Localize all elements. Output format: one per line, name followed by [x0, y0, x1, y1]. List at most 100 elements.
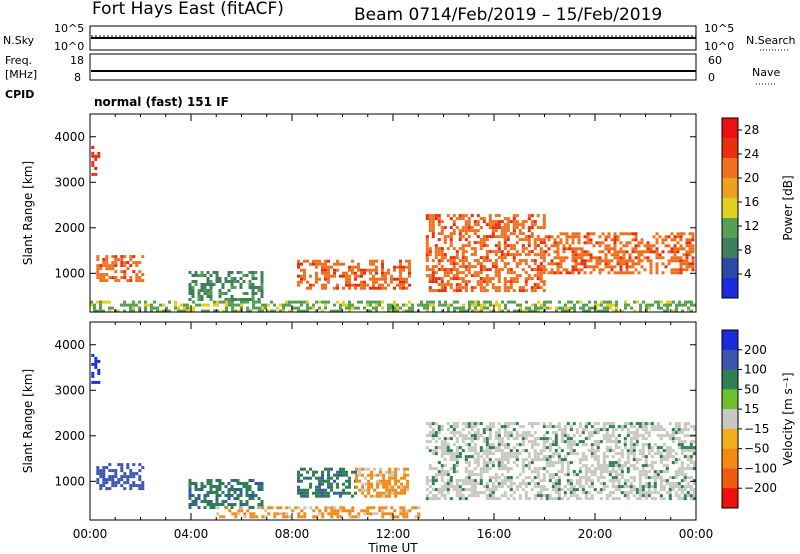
echo-cell	[501, 464, 504, 467]
echo-cell	[531, 277, 534, 280]
echo-cell	[516, 262, 519, 265]
echo-cell	[630, 488, 633, 491]
echo-cell	[486, 464, 489, 467]
echo-cell	[369, 304, 372, 307]
echo-cell	[94, 357, 97, 360]
echo-cell	[648, 446, 651, 449]
echo-cell	[402, 304, 405, 307]
echo-cell	[219, 494, 222, 497]
echo-cell	[639, 485, 642, 488]
echo-cell	[315, 492, 318, 495]
echo-cell	[306, 281, 309, 284]
echo-cell	[681, 449, 684, 452]
echo-cell	[189, 289, 192, 292]
echo-cell	[102, 276, 105, 279]
echo-cell	[501, 473, 504, 476]
echo-cell	[432, 214, 435, 217]
echo-cell	[489, 304, 492, 307]
echo-cell	[450, 455, 453, 458]
echo-cell	[660, 470, 663, 473]
echo-cell	[507, 289, 510, 292]
echo-cell	[108, 478, 111, 481]
echo-cell	[675, 458, 678, 461]
echo-cell	[510, 277, 513, 280]
echo-cell	[666, 307, 669, 310]
echo-cell	[432, 271, 435, 274]
echo-cell	[237, 298, 240, 301]
echo-cell	[522, 461, 525, 464]
echo-cell	[432, 428, 435, 431]
echo-cell	[403, 486, 406, 489]
echo-cell	[120, 475, 123, 478]
echo-cell	[96, 255, 99, 258]
echo-cell	[327, 486, 330, 489]
echo-cell	[578, 238, 581, 241]
echo-cell	[339, 474, 342, 477]
echo-cell	[504, 425, 507, 428]
echo-cell	[379, 468, 382, 471]
echo-cell	[612, 422, 615, 425]
echo-cell	[138, 487, 141, 490]
echo-cell	[642, 470, 645, 473]
echo-cell	[513, 280, 516, 283]
echo-cell	[195, 271, 198, 274]
echo-cell	[450, 449, 453, 452]
echo-cell	[611, 247, 614, 250]
echo-cell	[381, 269, 384, 272]
echo-cell	[549, 301, 552, 304]
echo-cell	[572, 265, 575, 268]
echo-cell	[348, 512, 351, 515]
echo-cell	[132, 301, 135, 304]
echo-cell	[135, 273, 138, 276]
echo-cell	[465, 229, 468, 232]
echo-cell	[351, 515, 354, 518]
echo-cell	[402, 287, 405, 290]
echo-cell	[391, 474, 394, 477]
echo-cell	[378, 278, 381, 281]
y-tick-label: 2000	[54, 221, 85, 235]
echo-cell	[537, 286, 540, 289]
echo-cell	[369, 287, 372, 290]
echo-cell	[373, 495, 376, 498]
echo-cell	[656, 238, 659, 241]
echo-cell	[663, 455, 666, 458]
echo-cell	[192, 307, 195, 310]
echo-cell	[578, 247, 581, 250]
echo-cell	[657, 422, 660, 425]
echo-cell	[651, 422, 654, 425]
echo-cell	[204, 274, 207, 277]
echo-cell	[543, 440, 546, 443]
echo-cell	[315, 278, 318, 281]
echo-cell	[534, 262, 537, 265]
echo-cell	[231, 506, 234, 509]
echo-cell	[231, 479, 234, 482]
echo-cell	[207, 491, 210, 494]
echo-cell	[462, 235, 465, 238]
echo-cell	[489, 494, 492, 497]
echo-cell	[645, 437, 648, 440]
echo-cell	[228, 280, 231, 283]
echo-cell	[645, 476, 648, 479]
echo-cell	[522, 244, 525, 247]
echo-cell	[666, 446, 669, 449]
echo-cell	[612, 455, 615, 458]
echo-cell	[450, 271, 453, 274]
echo-cell	[546, 446, 549, 449]
echo-cell	[608, 259, 611, 262]
echo-cell	[690, 443, 693, 446]
echo-cell	[153, 307, 156, 310]
echo-cell	[240, 277, 243, 280]
echo-cell	[498, 307, 501, 310]
echo-cell	[252, 298, 255, 301]
echo-cell	[456, 283, 459, 286]
echo-cell	[120, 264, 123, 267]
echo-cell	[660, 307, 663, 310]
echo-cell	[569, 271, 572, 274]
echo-cell	[309, 275, 312, 278]
echo-cell	[558, 422, 561, 425]
echo-cell	[566, 232, 569, 235]
echo-cell	[612, 476, 615, 479]
echo-cell	[462, 304, 465, 307]
echo-cell	[361, 492, 364, 495]
echo-cell	[519, 253, 522, 256]
